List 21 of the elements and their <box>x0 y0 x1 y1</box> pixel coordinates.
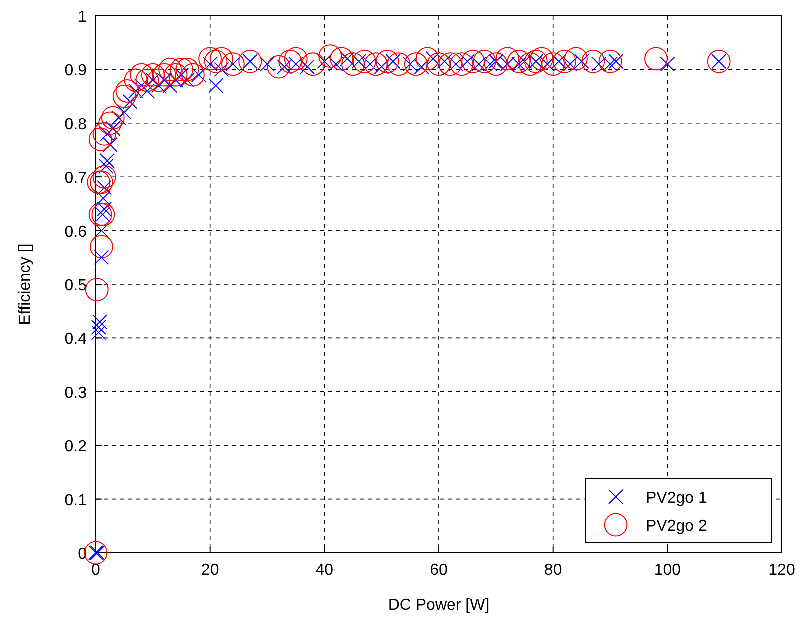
y-tick-label: 0.9 <box>64 62 88 80</box>
x-tick-label: 100 <box>654 562 682 579</box>
legend-label: PV2go 1 <box>646 490 708 507</box>
y-tick-label: 0.4 <box>64 331 88 348</box>
x-tick-label: 20 <box>201 562 220 579</box>
y-tick-label: 0.5 <box>64 278 88 294</box>
y-tick-label: 0.6 <box>64 224 88 241</box>
x-tick-label: 60 <box>430 562 448 579</box>
y-tick-label: 0.2 <box>64 438 88 456</box>
x-tick-label: 0 <box>92 562 101 579</box>
legend-label: PV2go 2 <box>646 518 708 535</box>
y-tick-label: 0.3 <box>64 384 88 402</box>
y-tick-label: 0.7 <box>64 170 88 188</box>
x-axis-title: DC Power [W] <box>388 597 490 614</box>
y-axis-title: Efficiency [] <box>17 244 34 326</box>
x-tick-label: 40 <box>316 562 334 579</box>
y-tick-label: 1 <box>78 9 88 26</box>
x-tick-label: 120 <box>768 562 796 579</box>
y-tick-label: 0.8 <box>64 116 88 134</box>
y-tick-label: 0.1 <box>64 492 88 510</box>
x-tick-label: 80 <box>544 562 562 579</box>
